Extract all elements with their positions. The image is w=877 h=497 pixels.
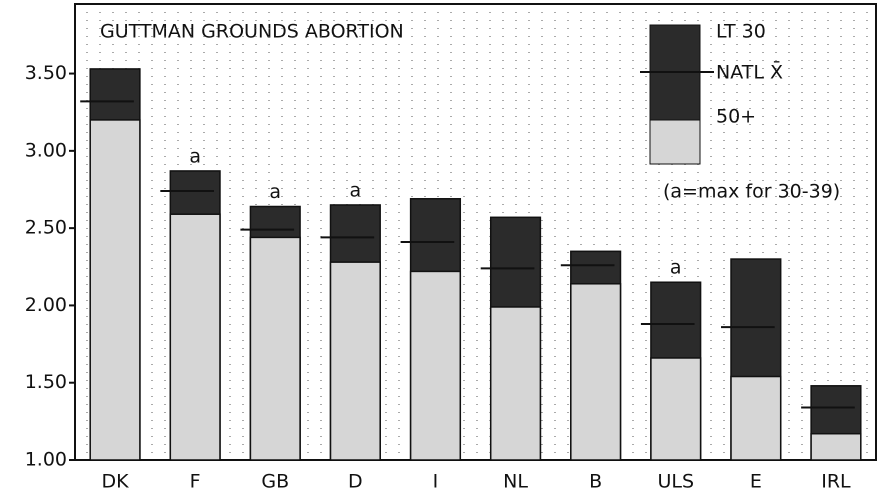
legend-label: NATL X̄ <box>716 59 783 83</box>
note: (a=max for 30-39) <box>663 181 840 203</box>
bar-50plus <box>169 213 221 461</box>
annotation: a <box>350 179 362 201</box>
y-tick-label: 3.50 <box>25 62 67 84</box>
bar-50plus <box>409 270 462 461</box>
bar-50plus <box>810 432 862 461</box>
bar-50plus <box>650 357 702 461</box>
y-tick-label: 1.00 <box>25 449 67 471</box>
x-tick-label: D <box>348 471 363 493</box>
x-tick-label: DK <box>102 471 130 493</box>
annotation: a <box>189 145 201 167</box>
bar-50plus <box>89 119 141 461</box>
x-tick-label: E <box>750 471 762 493</box>
bar-50plus <box>329 261 381 461</box>
legend-lt30 <box>649 24 701 123</box>
y-tick-label: 2.50 <box>25 217 67 239</box>
bar-50plus <box>249 236 301 461</box>
bar-50plus <box>570 283 622 461</box>
plot-frame <box>74 3 877 461</box>
annotation: a <box>269 181 281 203</box>
bar-50plus <box>730 375 782 461</box>
x-tick-label: ULS <box>657 471 694 493</box>
x-tick-label: IRL <box>821 471 851 493</box>
x-tick-label: NL <box>503 471 528 493</box>
y-tick-label: 1.50 <box>25 371 67 393</box>
legend-50plus <box>649 119 701 165</box>
x-tick-label: F <box>190 471 201 493</box>
legend-label: 50+ <box>716 106 756 128</box>
x-tick-label: I <box>433 471 439 493</box>
chart-title: GUTTMAN GROUNDS ABORTION <box>100 21 404 43</box>
y-tick-label: 2.00 <box>25 294 67 316</box>
x-tick-label: B <box>589 471 602 493</box>
y-tick-label: 3.00 <box>25 139 67 161</box>
x-tick-label: GB <box>261 471 289 493</box>
annotation: a <box>670 257 682 279</box>
bar-50plus <box>489 306 542 461</box>
legend-label: LT 30 <box>716 21 766 43</box>
